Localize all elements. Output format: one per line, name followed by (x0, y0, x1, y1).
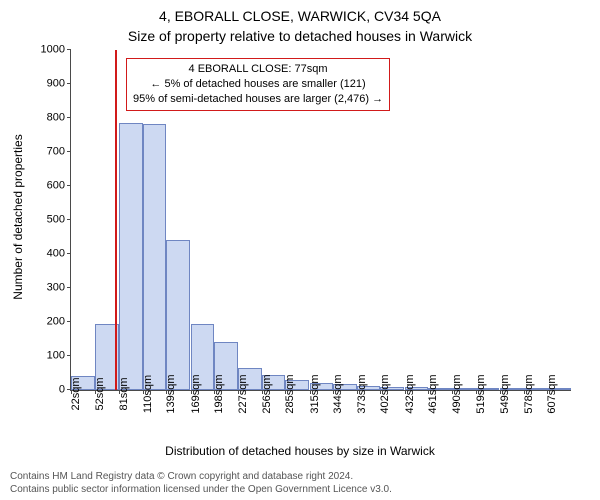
x-axis-label: Distribution of detached houses by size … (0, 444, 600, 458)
y-tick-label: 400 (25, 249, 65, 260)
x-tick-label: 22sqm (71, 377, 82, 410)
x-tick-label: 578sqm (524, 374, 535, 413)
x-tick-label: 139sqm (166, 374, 177, 413)
x-tick-label: 81sqm (119, 377, 130, 410)
histogram-bar (119, 123, 143, 390)
y-tick-mark (67, 219, 71, 220)
y-tick-label: 800 (25, 113, 65, 124)
y-tick-label: 0 (25, 385, 65, 396)
y-tick-mark (67, 287, 71, 288)
y-tick-label: 600 (25, 181, 65, 192)
annotation-line3: 95% of semi-detached houses are larger (… (133, 92, 383, 107)
x-tick-label: 285sqm (285, 374, 296, 413)
x-tick-label: 198sqm (214, 374, 225, 413)
y-tick-label: 300 (25, 283, 65, 294)
histogram-bar (166, 240, 190, 390)
title-line1: 4, EBORALL CLOSE, WARWICK, CV34 5QA (0, 8, 600, 24)
footer-line2: Contains public sector information licen… (10, 484, 590, 497)
property-marker (115, 50, 117, 390)
x-tick-label: 256sqm (262, 374, 273, 413)
y-tick-label: 100 (25, 351, 65, 362)
y-tick-mark (67, 117, 71, 118)
y-tick-label: 700 (25, 147, 65, 158)
y-tick-mark (67, 321, 71, 322)
x-tick-label: 52sqm (95, 377, 106, 410)
chart-container: 4, EBORALL CLOSE, WARWICK, CV34 5QA Size… (0, 0, 600, 500)
y-axis-label: Number of detached properties (11, 107, 25, 327)
histogram-bar (143, 124, 167, 390)
x-tick-label: 432sqm (405, 374, 416, 413)
y-tick-mark (67, 185, 71, 186)
y-tick-label: 900 (25, 79, 65, 90)
footer: Contains HM Land Registry data © Crown c… (10, 471, 590, 496)
annotation-line1: 4 EBORALL CLOSE: 77sqm (133, 62, 383, 77)
title-line2: Size of property relative to detached ho… (0, 28, 600, 44)
annotation-line2: ← 5% of detached houses are smaller (121… (133, 77, 383, 92)
x-tick-label: 227sqm (238, 374, 249, 413)
plot-area: 4 EBORALL CLOSE: 77sqm ← 5% of detached … (70, 50, 571, 391)
x-tick-label: 607sqm (547, 374, 558, 413)
y-tick-mark (67, 83, 71, 84)
x-tick-label: 549sqm (500, 374, 511, 413)
y-tick-label: 1000 (25, 45, 65, 56)
footer-line1: Contains HM Land Registry data © Crown c… (10, 471, 590, 484)
y-tick-mark (67, 355, 71, 356)
x-tick-label: 110sqm (143, 375, 154, 413)
x-tick-label: 461sqm (428, 374, 439, 413)
y-tick-mark (67, 253, 71, 254)
y-tick-label: 200 (25, 317, 65, 328)
x-tick-label: 344sqm (333, 374, 344, 413)
x-tick-label: 373sqm (357, 374, 368, 413)
x-tick-label: 402sqm (380, 374, 391, 413)
y-tick-mark (67, 49, 71, 50)
x-tick-label: 315sqm (310, 374, 321, 413)
y-tick-mark (67, 151, 71, 152)
x-tick-label: 490sqm (452, 374, 463, 413)
y-tick-label: 500 (25, 215, 65, 226)
annotation-box: 4 EBORALL CLOSE: 77sqm ← 5% of detached … (126, 58, 390, 111)
x-tick-label: 169sqm (191, 374, 202, 413)
x-tick-label: 519sqm (476, 374, 487, 413)
